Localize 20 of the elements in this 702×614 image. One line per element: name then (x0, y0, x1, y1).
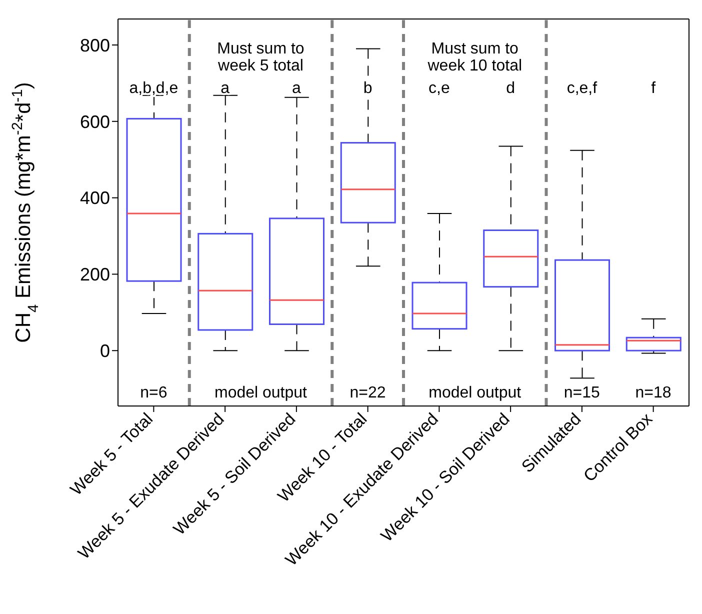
annotation: a (292, 80, 301, 97)
annotation: Must sum to week 5 total (217, 40, 304, 74)
annotation: model output (428, 384, 522, 402)
annotation: c,e (428, 80, 450, 97)
y-tick-label: 600 (80, 112, 110, 132)
y-tick-label: 800 (80, 35, 110, 56)
annotation: Must sum to week 10 total (426, 40, 522, 74)
annotation: n=15 (564, 384, 600, 402)
annotation: n=18 (635, 384, 672, 402)
annotation: n=6 (140, 384, 168, 402)
annotation: model output (214, 384, 308, 402)
annotation: d (506, 80, 516, 97)
annotation: n=22 (350, 384, 386, 402)
annotation: a,b,d,e (129, 80, 178, 97)
annotation: f (651, 80, 656, 97)
annotation: a (220, 80, 230, 97)
annotation: c,e,f (566, 80, 598, 97)
y-tick-label: 400 (80, 188, 110, 208)
y-tick-label: 0 (100, 340, 110, 361)
y-tick-label: 200 (80, 264, 110, 285)
